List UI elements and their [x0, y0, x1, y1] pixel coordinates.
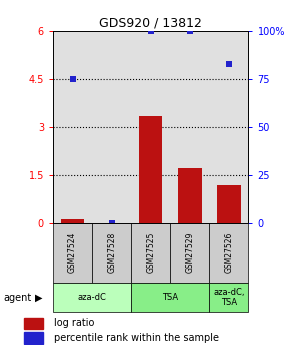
Point: [148, 28, 153, 34]
Bar: [131, 223, 170, 283]
Bar: [24, 318, 43, 329]
Bar: [209, 283, 248, 312]
Text: GSM27525: GSM27525: [146, 232, 155, 273]
Title: GDS920 / 13812: GDS920 / 13812: [99, 17, 202, 30]
Text: GSM27524: GSM27524: [68, 232, 77, 273]
Bar: [209, 223, 248, 283]
Text: percentile rank within the sample: percentile rank within the sample: [54, 333, 219, 343]
Bar: [178, 168, 201, 223]
Bar: [61, 219, 84, 223]
Text: GSM27529: GSM27529: [185, 232, 194, 273]
Bar: [24, 332, 43, 344]
Text: GSM27528: GSM27528: [107, 232, 116, 273]
Text: GSM27526: GSM27526: [225, 232, 233, 273]
Bar: [53, 283, 131, 312]
Bar: [92, 223, 131, 283]
Bar: [131, 283, 209, 312]
Point: [70, 76, 75, 82]
Bar: [53, 223, 92, 283]
Text: aza-dC: aza-dC: [78, 293, 107, 302]
Point: [109, 220, 114, 225]
Text: agent: agent: [3, 293, 31, 303]
Text: TSA: TSA: [162, 293, 178, 302]
Bar: [170, 223, 209, 283]
Bar: [139, 116, 162, 223]
Text: aza-dC,
TSA: aza-dC, TSA: [213, 288, 245, 307]
Bar: [217, 185, 241, 223]
Point: [227, 61, 231, 66]
Text: log ratio: log ratio: [54, 318, 94, 328]
Point: [187, 28, 192, 34]
Text: ▶: ▶: [35, 293, 42, 303]
